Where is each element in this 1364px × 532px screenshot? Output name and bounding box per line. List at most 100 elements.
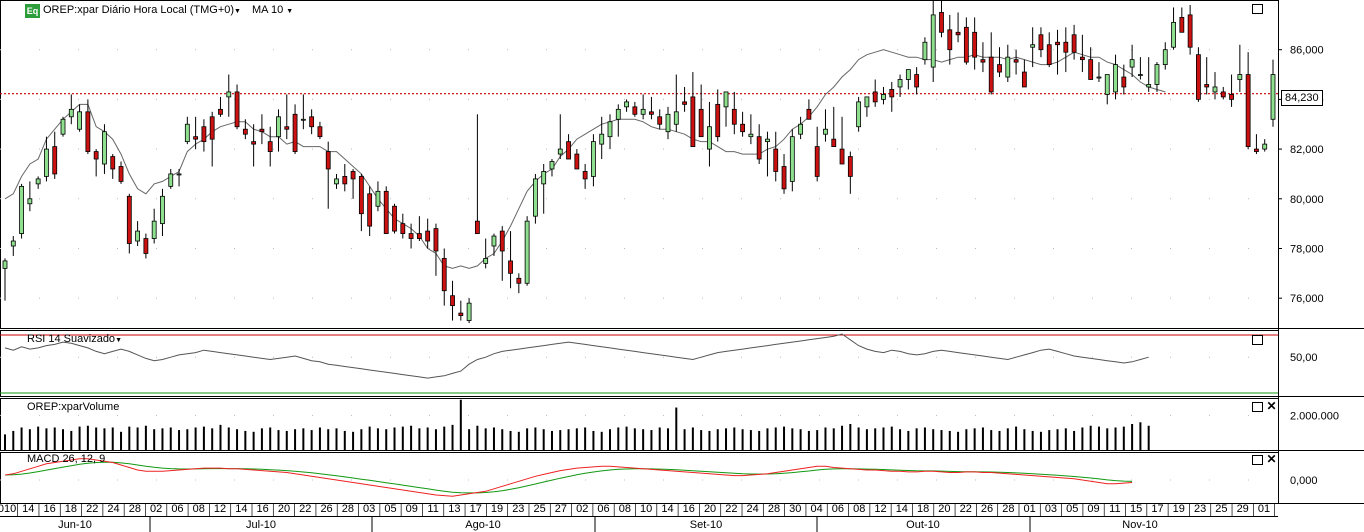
candle-body [1013,59,1019,63]
last-price-marker: 84,230 [1281,90,1323,106]
xaxis-day-label: 20 [278,503,290,515]
xaxis-day-label: 15 [1130,503,1142,515]
xaxis-day-label: 18 [917,503,929,515]
xaxis-day-label: 13 [448,503,460,515]
candle-body [135,230,141,242]
xaxis-day-label: 25 [1215,503,1227,515]
candle-body [474,220,480,234]
candle-body [1021,71,1027,88]
dropdown-arrow-icon[interactable]: ▼ [234,8,241,15]
eq-badge-icon[interactable]: Eq [25,4,40,18]
candle-body [665,113,671,133]
macd-line [4,458,1133,497]
xaxis-day-label: 17 [470,503,482,515]
candle-body [375,190,381,207]
candle-body [947,29,953,51]
candle-body [110,156,116,170]
candle-body [317,126,323,138]
maximize-rsi-pane-icon[interactable] [1252,335,1263,345]
candle-body [1113,64,1118,93]
xaxis-day-label: 08 [193,503,205,515]
xaxis-day-label: 19 [1173,503,1185,515]
candle-body [143,238,149,254]
dropdown-arrow-icon[interactable]: ▼ [115,337,122,344]
dropdown-arrow-icon[interactable]: ▼ [286,8,294,15]
xaxis-day-label: 02 [150,503,162,515]
close-macd-pane-icon[interactable]: ✕ [1266,452,1277,466]
candle-body [10,240,16,247]
candle-body [309,116,315,128]
maximize-volume-pane-icon[interactable] [1252,402,1263,412]
candle-body [690,96,696,148]
candle-body [184,123,190,143]
xaxis-day-label: 22 [725,503,737,515]
xaxis-day-label: 23 [512,503,524,515]
candle-body [740,123,745,133]
ma-indicator-label[interactable]: MA 10 ▼ [252,4,293,18]
xaxis-month-label: Set-10 [690,519,722,531]
xaxis-day-label: 28 [768,503,780,515]
close-volume-pane-icon[interactable]: ✕ [1266,399,1277,413]
candle-body [731,108,737,125]
symbol-title-text: OREP:xpar Diário Hora Local (TMG+0) [43,4,235,16]
candle-body [1179,16,1185,33]
candle-body [1270,74,1276,120]
macd-pane-title[interactable]: MACD 26, 12, 9 [27,453,106,465]
candle-body [1146,84,1152,88]
candle-body [1055,41,1060,46]
xaxis-day-label: 26 [981,503,993,515]
candle-body [922,41,928,61]
xaxis-month-label: Jul-10 [246,519,276,531]
candle-body [1046,44,1052,66]
candle-body [383,190,389,234]
candle-body [44,148,49,177]
maximize-macd-pane-icon[interactable] [1252,455,1263,465]
xaxis-day-label: 24 [747,503,759,515]
candle-body [201,126,207,143]
pane-border-rsi [0,330,1279,397]
candle-body [798,123,804,135]
candle-body [508,260,513,274]
candle-body [1129,59,1135,68]
candle-body [466,302,472,321]
candle-body [905,69,911,80]
xaxis-day-label: 08 [853,503,865,515]
xaxis-day-label: 14 [22,503,34,515]
candle-body [334,178,339,185]
xaxis-day-label: 06 [832,503,844,515]
candle-body [242,128,248,135]
candle-body [118,166,124,182]
xaxis-day-label: 03 [363,503,375,515]
candle-body [607,121,613,138]
xaxis-day-label: 010 [0,503,16,515]
candle-body [541,171,547,185]
candle-body [499,230,505,252]
candle-body [566,141,571,160]
maximize-price-pane-icon[interactable] [1252,4,1263,14]
xaxis-month-label: Nov-10 [1122,519,1157,531]
candle-body [806,108,812,120]
candle-body [955,31,961,36]
xaxis-day-label: 10 [640,503,652,515]
candle-body [1171,21,1176,48]
candle-body [85,111,91,152]
candle-body [881,94,886,100]
rsi-pane-title[interactable]: RSI 14 Suavizado▼ [27,333,122,347]
candle-body [325,151,331,170]
candle-body [781,166,787,190]
candle-body [889,89,895,98]
candle-body [897,79,903,88]
candle-body [251,141,257,145]
candle-body [1262,143,1268,150]
volume-pane-title[interactable]: OREP:xparVolume [27,401,120,413]
xaxis-month-label: Jun-10 [58,519,92,531]
symbol-title[interactable]: OREP:xpar Diário Hora Local (TMG+0)▼ [43,4,241,18]
price-tick-label: 78,000 [1290,243,1324,255]
xaxis-day-label: 08 [619,503,631,515]
candle-body [1104,74,1110,95]
candle-body [707,126,712,150]
candle-body [367,193,373,227]
candle-body [698,108,704,138]
